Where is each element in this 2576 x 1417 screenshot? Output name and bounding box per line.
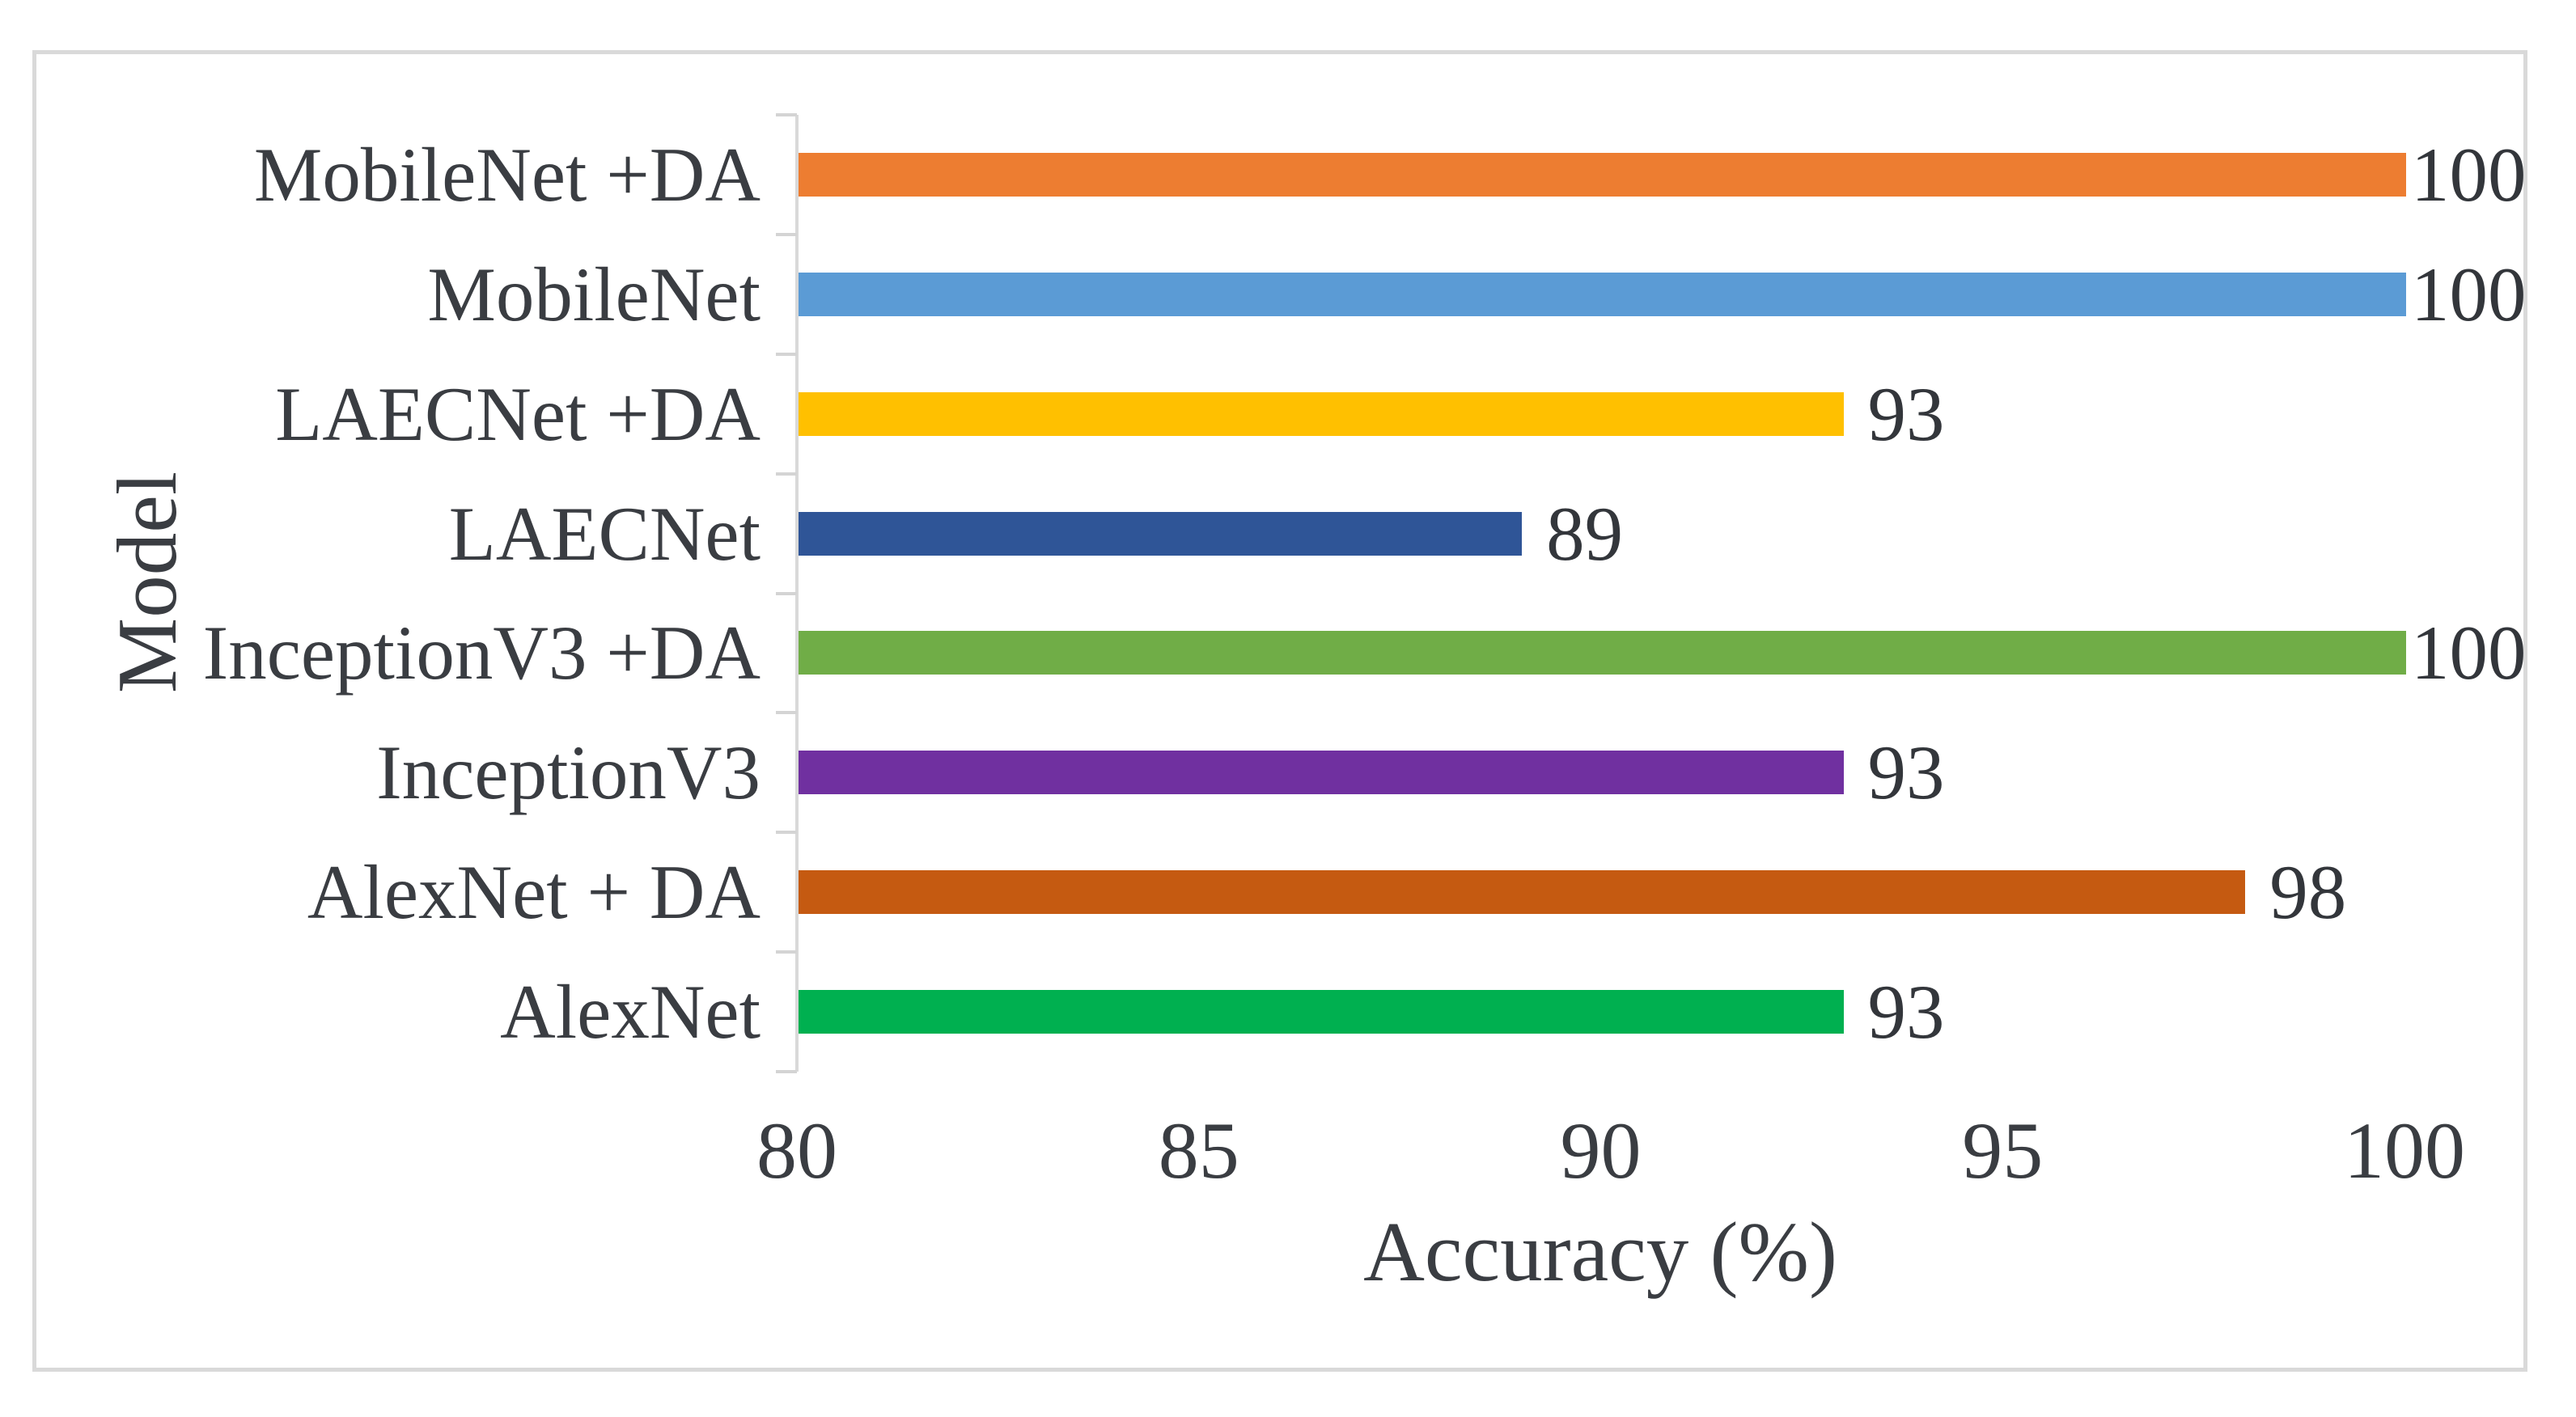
bar-value-label: 93 [1867, 730, 1945, 816]
y-axis-tick-mark [776, 591, 797, 595]
category-label: AlexNet [500, 969, 761, 1055]
bar [799, 990, 1844, 1034]
bar [799, 391, 1844, 436]
plot-area: MobileNet +DA 100 MobileNet 100 LAECNet +DA 9… [36, 54, 2527, 1368]
x-tick-label: 95 [1962, 1106, 2044, 1195]
x-tick-label: 100 [2344, 1106, 2465, 1195]
bar-value-label: 100 [2411, 610, 2527, 696]
y-axis-tick-mark [776, 352, 797, 356]
y-axis-tick-mark [776, 113, 797, 116]
x-tick-label: 90 [1560, 1106, 1642, 1195]
category-label: LAECNet +DA [275, 370, 761, 457]
y-axis-line [795, 115, 799, 1072]
x-tick-label: 85 [1158, 1106, 1239, 1195]
category-label: InceptionV3 [376, 730, 761, 816]
y-axis-tick-mark [776, 831, 797, 835]
bar [799, 511, 1523, 556]
bar [799, 152, 2406, 197]
bar-value-label: 93 [1867, 969, 1945, 1055]
y-axis-tick-mark [776, 950, 797, 954]
bar-value-label: 100 [2411, 251, 2527, 337]
y-axis-title: Model [100, 471, 194, 694]
bar-value-label: 98 [2269, 849, 2347, 936]
y-axis-tick-mark [776, 1070, 797, 1073]
y-axis-tick-mark [776, 232, 797, 236]
bar [799, 631, 2406, 675]
category-label: LAECNet [448, 490, 761, 577]
category-label: MobileNet [427, 251, 761, 337]
category-label: MobileNet +DA [253, 131, 761, 218]
chart-figure: MobileNet +DA 100 MobileNet 100 LAECNet +DA 9… [32, 50, 2527, 1372]
bar [799, 870, 2246, 915]
bar-value-label: 100 [2411, 131, 2527, 218]
bar [799, 751, 1844, 795]
category-label: AlexNet + DA [307, 849, 761, 936]
bar-value-label: 93 [1867, 370, 1945, 457]
bar [799, 272, 2406, 316]
y-axis-tick-mark [776, 472, 797, 476]
category-label: InceptionV3 +DA [202, 610, 761, 696]
bar-value-label: 89 [1546, 490, 1624, 577]
y-axis-tick-mark [776, 711, 797, 715]
x-tick-label: 80 [756, 1106, 837, 1195]
x-axis-title: Accuracy (%) [1363, 1204, 1837, 1299]
